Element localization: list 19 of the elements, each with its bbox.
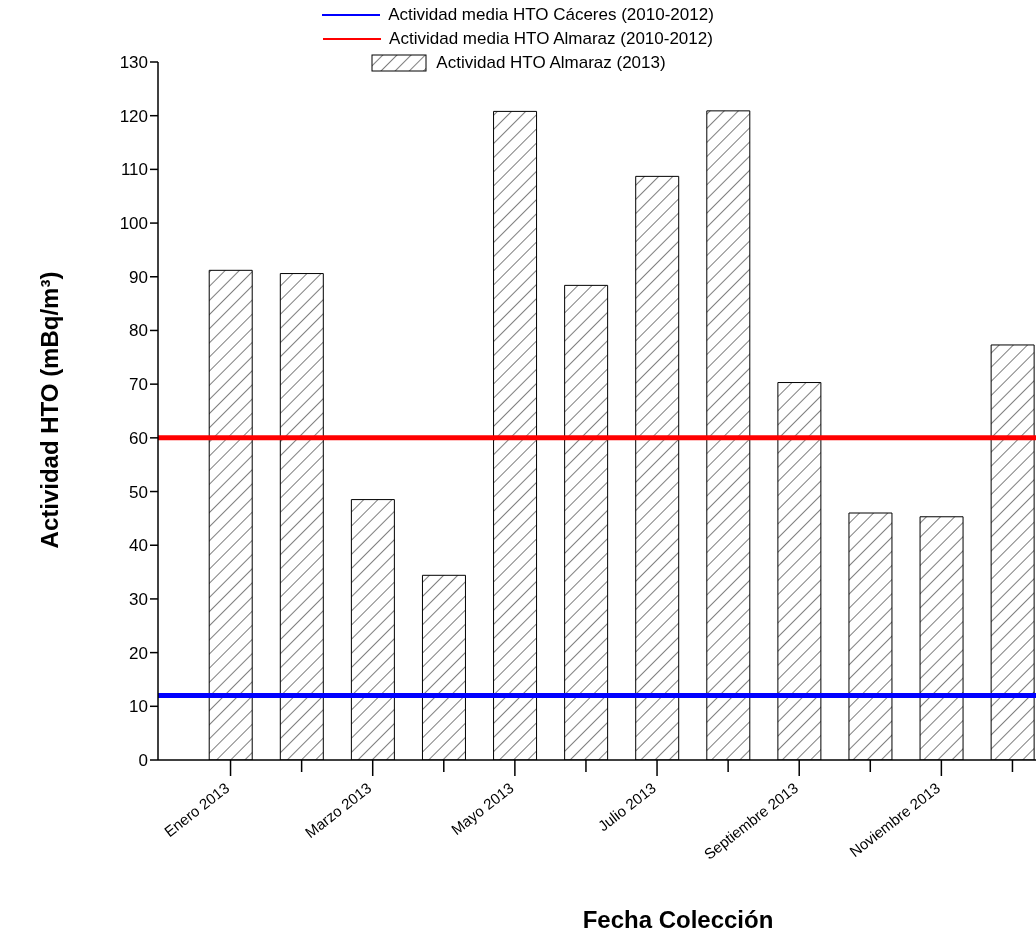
y-tick-label: 110 (120, 160, 148, 180)
legend-label: Actividad media HTO Cáceres (2010-2012) (388, 5, 714, 25)
y-tick-label: 80 (129, 321, 148, 341)
y-tick-label: 0 (138, 751, 148, 771)
y-tick-label: 120 (119, 106, 148, 126)
y-tick-label: 100 (119, 214, 148, 234)
y-tick-label: 50 (129, 482, 148, 502)
y-tick-label: 60 (129, 428, 148, 448)
y-tick-label: 30 (129, 589, 148, 609)
y-tick-label: 70 (129, 375, 148, 395)
y-tick-label: 40 (129, 536, 148, 556)
legend-label: Actividad media HTO Almaraz (2010-2012) (389, 29, 713, 49)
y-tick-label: 20 (129, 643, 148, 663)
y-tick-label: 130 (119, 53, 148, 73)
legend-label: Actividad HTO Almaraz (2013) (436, 53, 666, 73)
y-tick-label: 10 (129, 697, 148, 717)
y-tick-label: 90 (129, 267, 148, 287)
x-axis-title: Fecha Colección (582, 906, 774, 933)
y-axis-title: Actividad HTO (mBq/m³) (36, 271, 64, 549)
